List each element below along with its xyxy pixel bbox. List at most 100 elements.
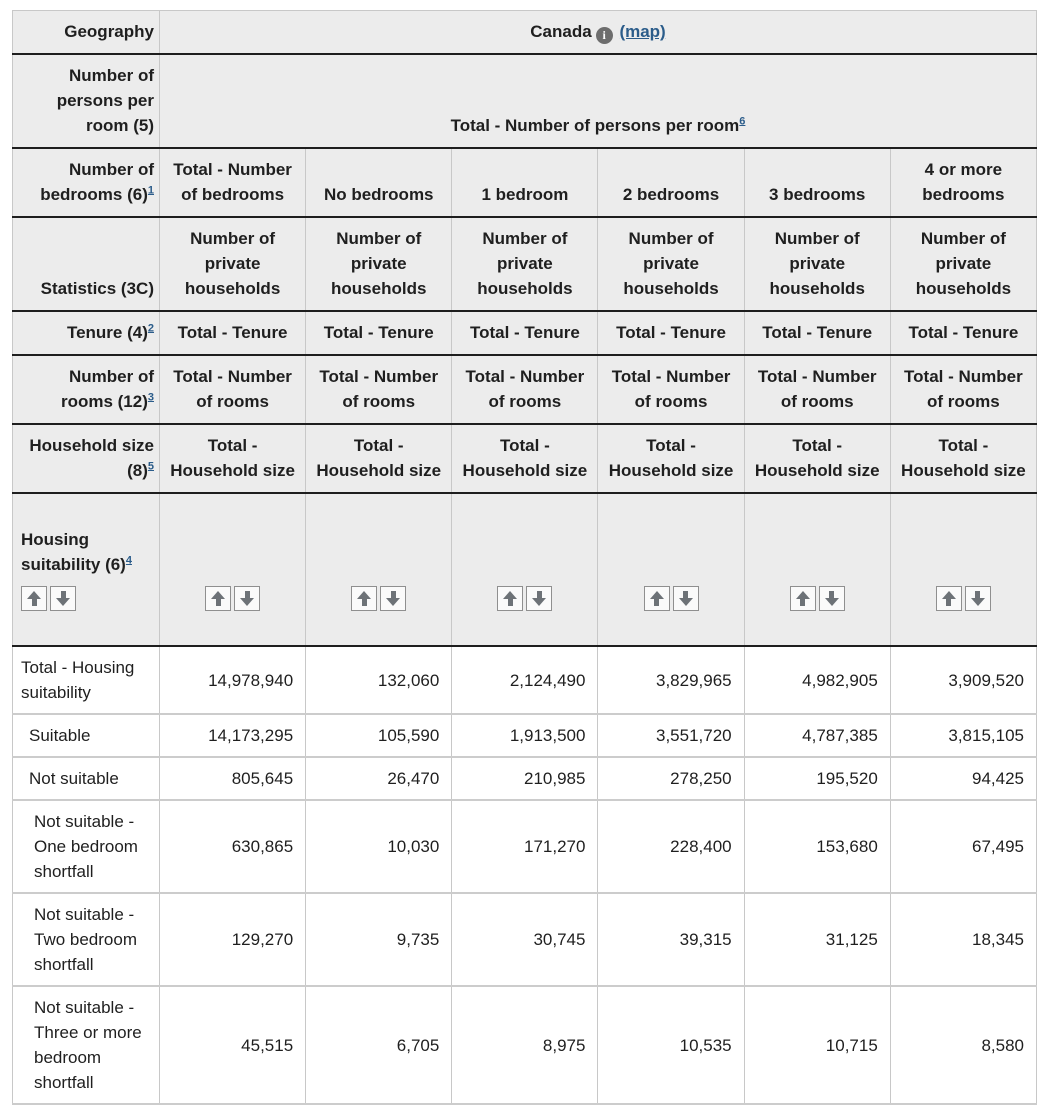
sort-cell (889, 492, 1038, 647)
tenure-label: Total - Tenure (323, 323, 434, 342)
arrow-down-icon (678, 591, 693, 606)
column-header-label: 3 bedrooms (769, 185, 866, 204)
sort-descending-button[interactable] (50, 586, 76, 611)
sort-ascending-button[interactable] (497, 586, 524, 611)
household-size-cell: Total - Household size (451, 423, 599, 494)
sort-ascending-button[interactable] (351, 586, 378, 611)
data-cell: 3,815,105 (889, 713, 1038, 758)
footnote-link-3[interactable]: 3 (147, 391, 154, 404)
household-size-cell: Total - Household size (889, 423, 1038, 494)
sort-descending-button[interactable] (234, 586, 261, 611)
statistics-label: Number of private households (915, 229, 1012, 298)
sort-descending-button[interactable] (818, 586, 845, 611)
footnote-link-4[interactable]: 4 (125, 554, 132, 567)
statistics-cell: Number of private households (597, 216, 745, 312)
info-icon[interactable]: i (595, 27, 613, 44)
tenure-label: Total - Tenure (177, 323, 288, 342)
rooms-cell: Total - Number of rooms (158, 354, 307, 425)
sort-ascending-button[interactable] (935, 586, 962, 611)
footnote-link-5[interactable]: 5 (147, 460, 154, 473)
census-data-table: Geography Canada i (map) Number of person… (12, 10, 1038, 1105)
data-cell: 4,982,905 (743, 645, 891, 715)
tenure-cell: Total - Tenure (889, 310, 1038, 356)
row-header-statistics: Statistics (3C) (12, 216, 160, 312)
sort-descending-button[interactable] (526, 586, 553, 611)
persons-per-room-row: Number of persons per room (5) Total - N… (12, 53, 1037, 149)
rooms-label: Total - Number of rooms (611, 367, 731, 411)
data-cell: 67,495 (889, 799, 1038, 894)
sort-cell (305, 492, 453, 647)
sort-descending-button[interactable] (964, 586, 991, 611)
statistics-header-row: Statistics (3C) Number of private househ… (12, 216, 1038, 312)
row-header-label: Number of rooms (12) (60, 367, 154, 411)
persons-per-room-value-cell: Total - Number of persons per room6 (159, 53, 1037, 149)
rooms-label: Total - Number of rooms (904, 367, 1023, 411)
sort-ascending-button[interactable] (21, 586, 47, 611)
table-row-total-housing-suitability: Total - Housing suitability 14,978,940 1… (12, 645, 1038, 715)
geography-row: Geography Canada i (map) (12, 10, 1037, 55)
household-size-label: Total - Household size (901, 436, 1026, 480)
table-row-suitable: Suitable 14,173,295 105,590 1,913,500 3,… (12, 713, 1038, 758)
data-cell: 6,705 (305, 985, 453, 1105)
persons-per-room-value: Total - Number of persons per room (450, 116, 740, 135)
arrow-up-icon (27, 591, 41, 606)
arrow-down-icon (532, 591, 547, 606)
data-cell: 10,715 (743, 985, 891, 1105)
sort-controls (166, 586, 299, 611)
statistics-cell: Number of private households (743, 216, 891, 312)
data-cell: 805,645 (158, 756, 307, 801)
data-cell: 45,515 (158, 985, 307, 1105)
data-cell: 39,315 (597, 892, 745, 987)
statistics-cell: Number of private households (889, 216, 1038, 312)
data-cell: 30,745 (451, 892, 599, 987)
sort-ascending-button[interactable] (789, 586, 816, 611)
household-size-label: Total - Household size (316, 436, 442, 480)
table-header: Geography Canada i (map) Number of person… (12, 10, 1038, 647)
rooms-cell: Total - Number of rooms (889, 354, 1038, 425)
row-header-label: Tenure (4) (66, 323, 148, 342)
row-header-label: Number of bedrooms (6) (40, 160, 154, 204)
data-cell: 195,520 (743, 756, 891, 801)
household-size-cell: Total - Household size (158, 423, 307, 494)
sort-controls (312, 586, 445, 611)
sort-descending-button[interactable] (672, 586, 699, 611)
table-row-three-or-more-bedroom-shortfall: Not suitable - Three or more bedroom sho… (12, 985, 1038, 1105)
row-label: Total - Housing suitability (12, 645, 160, 715)
arrow-down-icon (386, 591, 401, 606)
sort-descending-button[interactable] (380, 586, 407, 611)
map-link[interactable]: (map) (619, 22, 666, 41)
tenure-label: Total - Tenure (762, 323, 873, 342)
footnote-link-6[interactable]: 6 (739, 115, 746, 128)
sort-controls (21, 586, 153, 611)
footnote-link-1[interactable]: 1 (147, 184, 154, 197)
tenure-label: Total - Tenure (469, 323, 580, 342)
statistics-cell: Number of private households (158, 216, 307, 312)
statistics-cell: Number of private households (305, 216, 453, 312)
rooms-label: Total - Number of rooms (319, 367, 439, 411)
sort-ascending-button[interactable] (205, 586, 232, 611)
row-label: Not suitable - Two bedroom shortfall (12, 892, 160, 987)
row-header-persons-per-room: Number of persons per room (5) (12, 53, 160, 149)
tenure-cell: Total - Tenure (597, 310, 745, 356)
statistics-label: Number of private households (477, 229, 573, 298)
arrow-up-icon (357, 591, 372, 606)
tenure-label: Total - Tenure (616, 323, 726, 342)
housing-suitability-sort-row: Housing suitability (6)4 (12, 492, 1038, 647)
rooms-label: Total - Number of rooms (757, 367, 877, 411)
statistics-label: Number of private households (769, 229, 865, 298)
table-body: Total - Housing suitability 14,978,940 1… (12, 645, 1038, 1105)
data-cell: 228,400 (597, 799, 745, 894)
row-header-housing-suitability: Housing suitability (6)4 (12, 492, 160, 647)
table-row-not-suitable: Not suitable 805,645 26,470 210,985 278,… (12, 756, 1038, 801)
arrow-up-icon (649, 591, 664, 606)
column-header-label: Total - Number of bedrooms (173, 160, 292, 204)
data-cell: 278,250 (597, 756, 745, 801)
row-label: Not suitable (12, 756, 160, 801)
arrow-up-icon (941, 591, 956, 606)
row-label: Not suitable - Three or more bedroom sho… (12, 985, 160, 1105)
data-cell: 3,909,520 (889, 645, 1038, 715)
footnote-link-2[interactable]: 2 (147, 322, 154, 335)
row-header-label: Household size (8) (29, 436, 154, 480)
sort-ascending-button[interactable] (643, 586, 670, 611)
sort-cell (597, 492, 745, 647)
